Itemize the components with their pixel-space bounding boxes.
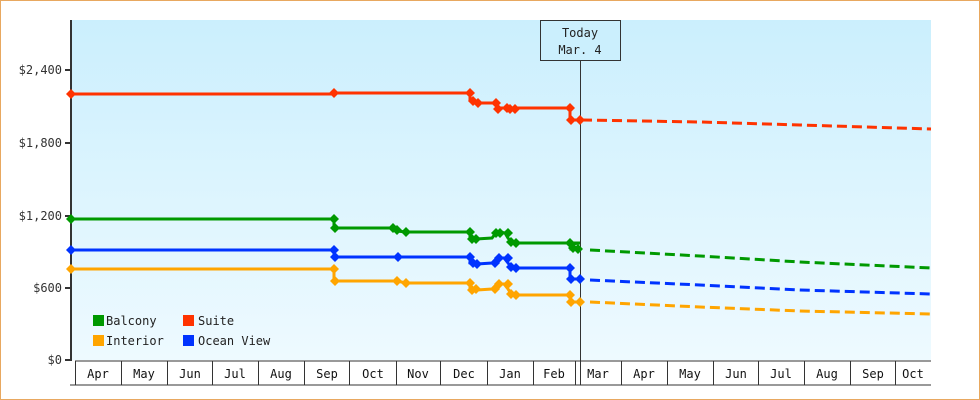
today-label: Today (562, 26, 598, 40)
legend-label: Suite (198, 314, 234, 328)
x-tick-label: Jul (224, 367, 246, 381)
x-tick-label: Jun (179, 367, 201, 381)
balcony-swatch-icon (93, 315, 104, 326)
legend-item-ocean-view[interactable]: Ocean View (183, 334, 271, 348)
balcony-markers (66, 214, 583, 254)
x-tick-label: Apr (633, 367, 655, 381)
x-tick-label: Aug (816, 367, 838, 381)
legend: Balcony Suite Interior Ocean View (93, 314, 271, 348)
x-axis (70, 360, 931, 386)
x-tick-label: Sep (862, 367, 884, 381)
legend-label: Balcony (106, 314, 157, 328)
x-tick-labels: Apr May Jun Jul Aug Sep Oct Nov Dec Jan … (87, 367, 924, 381)
x-tick-label: Oct (902, 367, 924, 381)
x-tick-label: Feb (543, 367, 565, 381)
series-suite (66, 88, 932, 131)
legend-item-balcony[interactable]: Balcony (93, 314, 157, 328)
suite-swatch-icon (183, 315, 194, 326)
x-tick-label: Dec (453, 367, 475, 381)
y-tick-label: $2,400 (19, 63, 62, 77)
x-tick-label: Sep (316, 367, 338, 381)
x-tick-label: May (133, 367, 155, 381)
series-ocean-view (66, 245, 932, 296)
x-tick-label: Apr (87, 367, 109, 381)
ocean-view-markers (66, 245, 585, 284)
series-interior (66, 264, 932, 316)
legend-label: Interior (106, 334, 164, 348)
interior-swatch-icon (93, 335, 104, 346)
legend-label: Ocean View (198, 334, 271, 348)
legend-item-suite[interactable]: Suite (183, 314, 234, 328)
x-tick-label: Jan (499, 367, 521, 381)
legend-item-interior[interactable]: Interior (93, 334, 164, 348)
plot-area (72, 20, 931, 360)
x-tick-label: Oct (362, 367, 384, 381)
x-tick-label: Nov (407, 367, 429, 381)
x-tick-label: Mar (587, 367, 609, 381)
y-axis: $2,400 $1,800 $1,200 $600 $0 (19, 20, 72, 367)
y-tick-label: $600 (33, 281, 62, 295)
interior-markers (66, 264, 585, 307)
x-tick-label: May (679, 367, 701, 381)
ocean-view-swatch-icon (183, 335, 194, 346)
y-tick-label: $0 (48, 353, 62, 367)
suite-markers (66, 88, 585, 125)
x-tick-label: Aug (270, 367, 292, 381)
y-tick-label: $1,800 (19, 136, 62, 150)
today-date: Mar. 4 (558, 43, 601, 57)
x-tick-label: Jul (770, 367, 792, 381)
series-balcony (66, 214, 932, 270)
today-marker: Today Mar. 4 (540, 20, 621, 385)
x-tick-label: Jun (725, 367, 747, 381)
y-tick-label: $1,200 (19, 209, 62, 223)
